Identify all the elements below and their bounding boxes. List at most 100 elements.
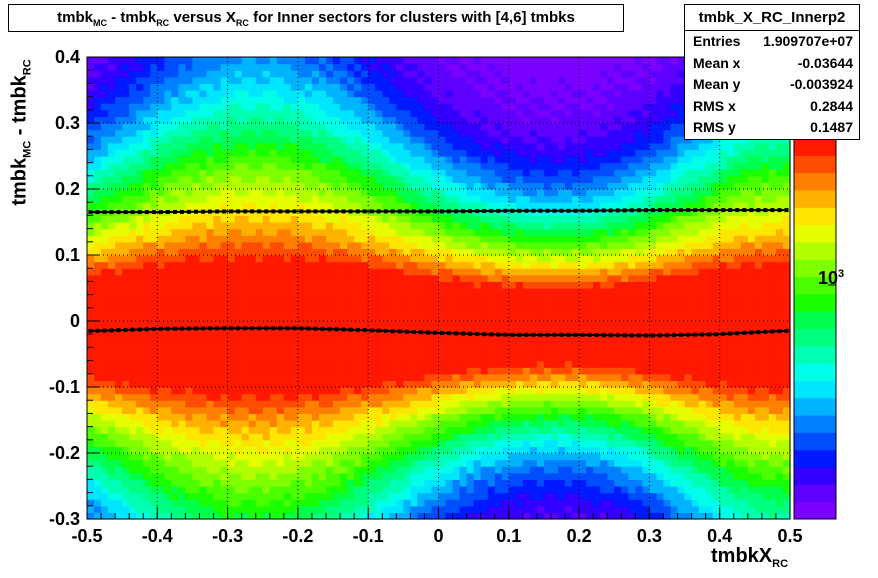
heatmap-cell xyxy=(220,96,229,104)
heatmap-cell xyxy=(558,288,566,296)
heatmap-cell xyxy=(522,268,531,276)
heatmap-cell xyxy=(248,182,257,190)
heatmap-cell xyxy=(101,373,109,381)
heatmap-cell xyxy=(213,453,222,461)
heatmap-cell xyxy=(452,400,461,408)
heatmap-cell xyxy=(354,505,362,513)
heatmap-cell xyxy=(101,512,109,520)
heatmap-cell xyxy=(536,202,545,210)
heatmap-cell xyxy=(276,321,285,329)
heatmap-cell xyxy=(283,420,292,428)
heatmap-cell xyxy=(501,70,510,78)
heatmap-cell xyxy=(94,274,102,282)
heatmap-cell xyxy=(572,281,580,289)
heatmap-cell xyxy=(543,142,552,150)
heatmap-cell xyxy=(438,96,447,104)
heatmap-cell xyxy=(136,314,144,322)
heatmap-cell xyxy=(452,334,461,342)
heatmap-cell xyxy=(375,479,383,487)
heatmap-cell xyxy=(452,413,461,421)
heatmap-cell xyxy=(494,499,503,507)
heatmap-cell xyxy=(157,162,165,170)
heatmap-cell xyxy=(452,248,461,256)
heatmap-cell xyxy=(480,380,489,388)
heatmap-cell xyxy=(87,103,95,111)
heatmap-cell xyxy=(529,373,538,381)
heatmap-cell xyxy=(157,387,165,395)
heatmap-cell xyxy=(115,453,123,461)
heatmap-cell xyxy=(206,116,215,124)
heatmap-cell xyxy=(361,255,369,263)
heatmap-cell xyxy=(269,340,278,348)
heatmap-cell xyxy=(473,281,482,289)
heatmap-cell xyxy=(417,189,426,197)
heatmap-cell xyxy=(487,453,496,461)
heatmap-cell xyxy=(199,274,208,282)
heatmap-cell xyxy=(213,109,222,117)
heatmap-cell xyxy=(248,406,257,414)
heatmap-cell xyxy=(459,453,468,461)
heatmap-cell xyxy=(318,499,327,507)
heatmap-cell xyxy=(361,274,369,282)
heatmap-cell xyxy=(361,195,369,203)
heatmap-cell xyxy=(185,433,194,441)
heatmap-cell xyxy=(136,459,144,467)
heatmap-cell xyxy=(565,367,573,375)
heatmap-cell xyxy=(543,57,552,65)
heatmap-cell xyxy=(115,255,123,263)
heatmap-cell xyxy=(87,129,95,137)
heatmap-cell xyxy=(276,459,285,467)
heatmap-cells xyxy=(87,57,791,520)
heatmap-cell xyxy=(515,149,524,157)
heatmap-cell xyxy=(178,123,187,131)
heatmap-cell xyxy=(241,109,250,117)
heatmap-cell xyxy=(452,327,461,335)
heatmap-cell xyxy=(297,261,306,269)
heatmap-cell xyxy=(227,301,236,309)
heatmap-cell xyxy=(480,420,489,428)
heatmap-cell xyxy=(410,175,419,183)
heatmap-cell xyxy=(255,354,264,362)
heatmap-cell xyxy=(515,347,524,355)
heatmap-cell xyxy=(241,83,250,91)
heatmap-cell xyxy=(368,228,376,236)
heatmap-cell xyxy=(101,426,109,434)
heatmap-cell xyxy=(572,288,580,296)
heatmap-cell xyxy=(297,512,306,520)
heatmap-cell xyxy=(276,387,285,395)
heatmap-cell xyxy=(354,235,362,243)
heatmap-cell xyxy=(431,268,440,276)
heatmap-cell xyxy=(171,307,179,315)
heatmap-cell xyxy=(297,334,306,342)
heatmap-cell xyxy=(87,57,95,65)
heatmap-cell xyxy=(579,406,587,414)
heatmap-cell xyxy=(262,90,271,98)
heatmap-cell xyxy=(318,182,327,190)
heatmap-cell xyxy=(382,103,390,111)
heatmap-cell xyxy=(536,169,545,177)
heatmap-cell xyxy=(269,301,278,309)
heatmap-cell xyxy=(101,136,109,144)
heatmap-cell xyxy=(579,433,587,441)
heatmap-cell xyxy=(382,90,390,98)
heatmap-cell xyxy=(586,466,594,474)
heatmap-cell xyxy=(276,420,285,428)
heatmap-cell xyxy=(248,109,257,117)
heatmap-cell xyxy=(473,116,482,124)
heatmap-cell xyxy=(136,288,144,296)
heatmap-cell xyxy=(445,400,454,408)
heatmap-cell xyxy=(206,446,215,454)
heatmap-cell xyxy=(108,321,116,329)
heatmap-cell xyxy=(431,466,440,474)
heatmap-cell xyxy=(354,406,362,414)
heatmap-cell xyxy=(94,347,102,355)
heatmap-cell xyxy=(375,486,383,494)
heatmap-cell xyxy=(340,189,348,197)
heatmap-cell xyxy=(311,400,320,408)
heatmap-cell xyxy=(129,472,137,480)
heatmap-cell xyxy=(579,459,587,467)
heatmap-cell xyxy=(199,57,208,65)
heatmap-cell xyxy=(206,340,215,348)
heatmap-cell xyxy=(459,156,468,164)
heatmap-cell xyxy=(354,439,362,447)
